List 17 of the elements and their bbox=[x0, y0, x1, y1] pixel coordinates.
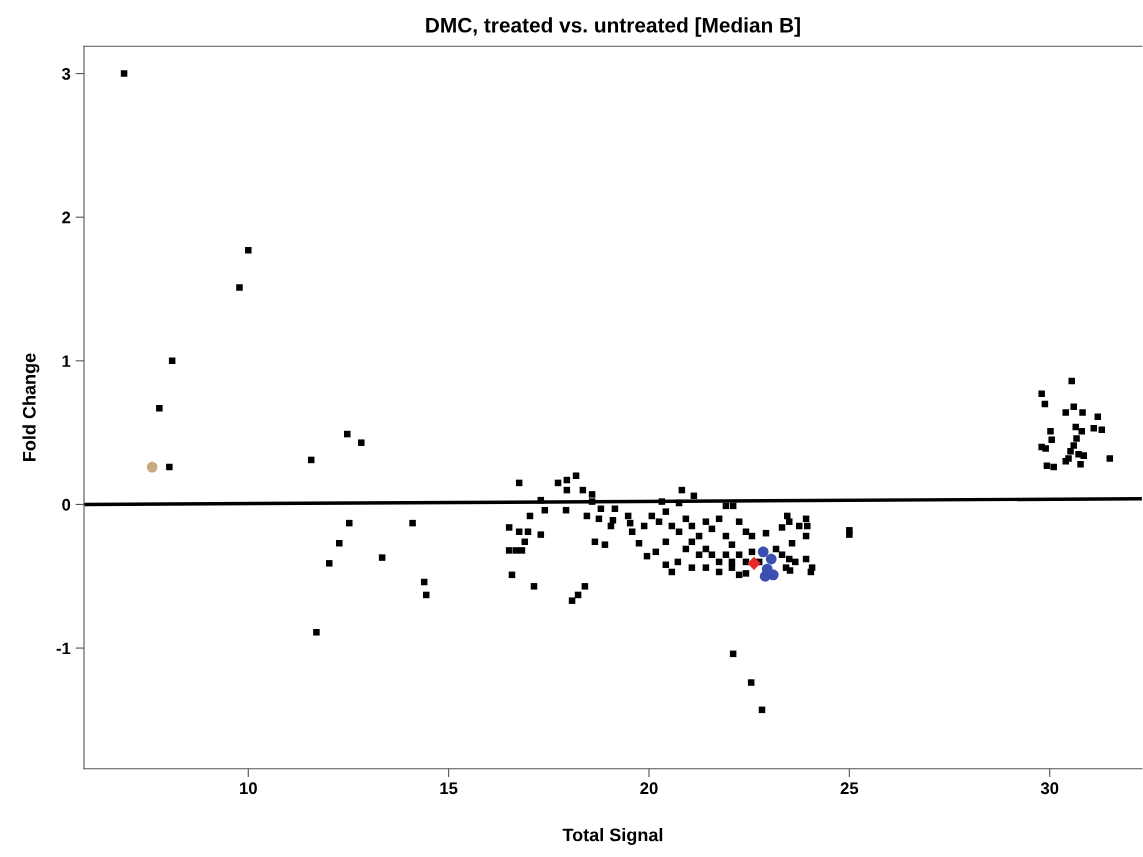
y-tick-label: 0 bbox=[62, 498, 71, 511]
y-tick-label: 3 bbox=[61, 67, 71, 80]
y-tick-label: -1 bbox=[56, 642, 71, 655]
x-axis-title: Total Signal bbox=[562, 828, 663, 845]
y-axis-title: Fold Change bbox=[22, 353, 40, 461]
chart-title: DMC, treated vs. untreated [Median B] bbox=[426, 17, 800, 37]
x-tick-label: 20 bbox=[640, 782, 658, 795]
point bbox=[747, 556, 761, 570]
y-tick-label: 1 bbox=[62, 355, 71, 367]
x-tick-label: 15 bbox=[440, 782, 458, 795]
x-tick-label: 25 bbox=[840, 782, 859, 795]
x-tick-label: 10 bbox=[240, 782, 257, 795]
point bbox=[765, 553, 777, 565]
point bbox=[757, 546, 769, 558]
y-tick-label: 2 bbox=[62, 211, 71, 224]
x-tick-label: 30 bbox=[1040, 782, 1059, 795]
point bbox=[146, 461, 158, 473]
